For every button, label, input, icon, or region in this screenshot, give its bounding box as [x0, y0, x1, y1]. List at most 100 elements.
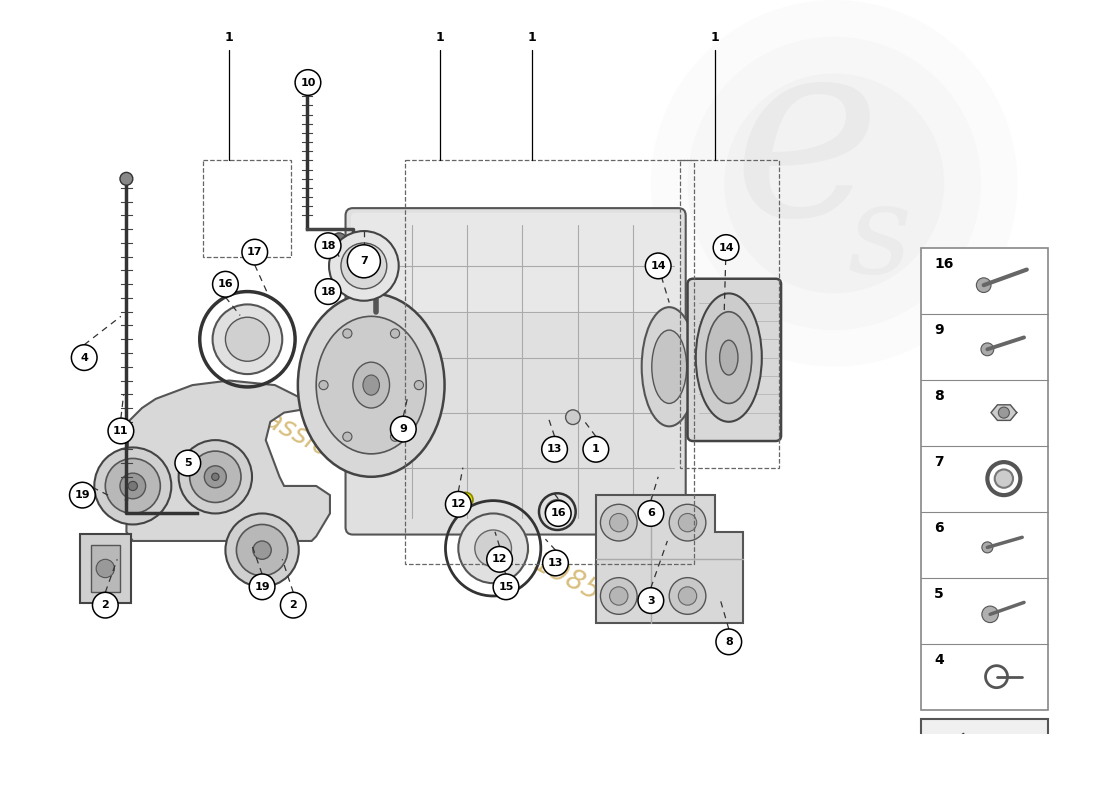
Text: 16: 16	[550, 509, 566, 518]
Circle shape	[189, 451, 241, 502]
Bar	[680, 161, 779, 468]
Text: 18: 18	[320, 241, 336, 250]
Text: 12: 12	[492, 554, 507, 564]
Text: 14: 14	[650, 261, 666, 271]
Text: 12: 12	[451, 499, 466, 510]
FancyBboxPatch shape	[688, 278, 781, 441]
Circle shape	[609, 587, 628, 605]
Text: 17: 17	[248, 247, 263, 257]
Ellipse shape	[353, 362, 389, 408]
Circle shape	[669, 578, 706, 614]
Circle shape	[713, 234, 739, 260]
Circle shape	[601, 504, 637, 541]
Ellipse shape	[641, 307, 696, 426]
Circle shape	[390, 416, 416, 442]
Text: 2: 2	[101, 600, 109, 610]
Text: 19: 19	[254, 582, 270, 592]
Circle shape	[546, 501, 571, 526]
Text: 1: 1	[711, 31, 719, 44]
Text: 11: 11	[113, 426, 129, 436]
Circle shape	[601, 578, 637, 614]
Text: 3: 3	[647, 595, 654, 606]
Circle shape	[108, 418, 134, 444]
Bar	[922, 719, 1048, 774]
Text: 9: 9	[934, 323, 944, 337]
Circle shape	[459, 514, 528, 583]
Circle shape	[546, 500, 570, 523]
Circle shape	[688, 37, 981, 330]
Text: 13: 13	[548, 558, 563, 568]
Circle shape	[92, 592, 118, 618]
Circle shape	[341, 243, 387, 289]
Polygon shape	[947, 734, 1021, 759]
Circle shape	[72, 345, 97, 370]
Text: s: s	[848, 178, 912, 299]
Circle shape	[129, 482, 138, 490]
Bar	[405, 161, 694, 564]
Bar	[922, 247, 1048, 710]
Text: 8: 8	[725, 637, 733, 647]
Circle shape	[106, 458, 161, 514]
Circle shape	[609, 514, 628, 532]
Circle shape	[348, 245, 381, 278]
Circle shape	[486, 546, 513, 572]
Text: 6: 6	[647, 509, 654, 518]
Text: 1: 1	[527, 31, 536, 44]
Circle shape	[638, 588, 663, 614]
Circle shape	[280, 592, 306, 618]
Circle shape	[638, 501, 663, 526]
Circle shape	[390, 432, 399, 442]
Text: 8: 8	[934, 389, 944, 403]
Circle shape	[542, 550, 569, 576]
Circle shape	[120, 473, 145, 498]
Ellipse shape	[298, 294, 444, 477]
Polygon shape	[126, 381, 330, 541]
Polygon shape	[991, 405, 1016, 420]
Text: 14: 14	[718, 242, 734, 253]
Circle shape	[977, 278, 991, 293]
Circle shape	[69, 482, 96, 508]
Text: 16: 16	[934, 257, 954, 271]
Circle shape	[295, 70, 321, 95]
Circle shape	[120, 172, 133, 186]
Bar	[90, 545, 120, 592]
Circle shape	[253, 541, 272, 559]
Circle shape	[583, 437, 608, 462]
Circle shape	[679, 514, 696, 532]
Circle shape	[343, 432, 352, 442]
Circle shape	[316, 233, 341, 258]
Circle shape	[724, 74, 944, 294]
Ellipse shape	[316, 316, 426, 454]
Text: e: e	[733, 26, 881, 268]
Text: 9: 9	[399, 424, 407, 434]
Circle shape	[332, 233, 346, 247]
Ellipse shape	[363, 375, 379, 395]
Circle shape	[994, 470, 1013, 488]
Circle shape	[250, 574, 275, 600]
Text: 19: 19	[75, 490, 90, 500]
Text: a passion for parts since 1985: a passion for parts since 1985	[221, 384, 604, 606]
Text: 15: 15	[498, 582, 514, 592]
Text: 6: 6	[934, 521, 944, 535]
Polygon shape	[596, 495, 742, 623]
Circle shape	[415, 381, 424, 390]
Circle shape	[982, 542, 993, 553]
Circle shape	[212, 271, 239, 297]
Circle shape	[178, 440, 252, 514]
Circle shape	[446, 491, 471, 517]
Circle shape	[982, 606, 999, 622]
Circle shape	[212, 305, 283, 374]
Text: 10: 10	[300, 78, 316, 87]
Text: 2: 2	[289, 600, 297, 610]
Circle shape	[390, 329, 399, 338]
Text: 1: 1	[436, 31, 444, 44]
Circle shape	[565, 410, 581, 425]
Ellipse shape	[696, 294, 762, 422]
FancyBboxPatch shape	[351, 213, 680, 314]
Text: 7: 7	[360, 256, 367, 266]
Circle shape	[459, 492, 473, 507]
Circle shape	[299, 77, 315, 92]
Circle shape	[96, 559, 114, 578]
Circle shape	[541, 437, 568, 462]
Circle shape	[319, 381, 328, 390]
